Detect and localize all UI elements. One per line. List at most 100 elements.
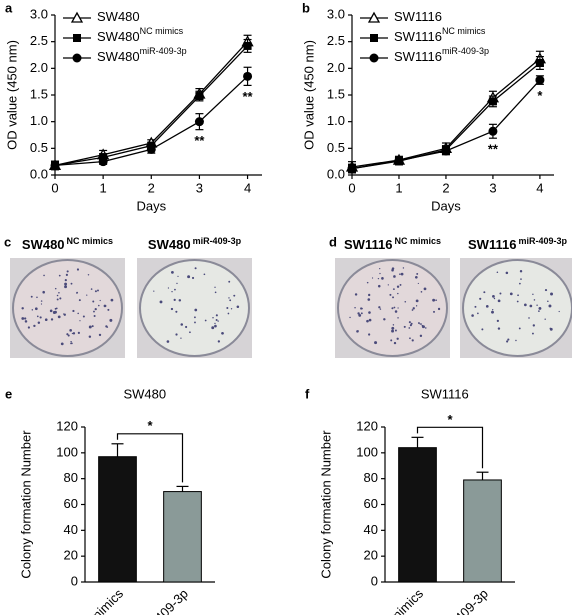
colony — [104, 305, 107, 307]
colony — [31, 309, 34, 311]
colony — [178, 299, 182, 302]
colony — [399, 273, 401, 275]
y-tick-label: 100 — [356, 444, 378, 459]
colony — [33, 324, 36, 328]
colony — [491, 310, 494, 314]
bar — [163, 491, 202, 583]
legend-name: SW480 — [97, 29, 140, 44]
colony — [396, 285, 400, 288]
colony — [379, 268, 381, 270]
colony — [538, 306, 542, 310]
colony — [520, 278, 522, 280]
marker — [347, 164, 357, 174]
x-tick-label: 3 — [489, 180, 496, 195]
colony — [215, 319, 218, 322]
colony — [204, 319, 207, 322]
colony — [408, 321, 411, 324]
colony — [174, 288, 176, 291]
colony — [517, 294, 519, 297]
colony — [417, 322, 420, 324]
marker — [146, 144, 156, 154]
colony — [175, 310, 178, 313]
colony — [403, 325, 406, 328]
y-tick-label: 3.0 — [327, 6, 345, 21]
colony — [185, 325, 188, 329]
colony — [496, 319, 499, 322]
colony — [493, 297, 496, 300]
bar — [463, 479, 502, 583]
colony — [64, 285, 68, 289]
colony — [496, 271, 499, 274]
marker — [195, 92, 204, 101]
colony — [53, 310, 57, 314]
plate-superscript: NC mimics — [67, 236, 114, 246]
colony — [226, 307, 229, 310]
legend-superscript: NC mimics — [140, 26, 184, 36]
y-tick-label: 60 — [64, 496, 78, 511]
colony — [416, 272, 419, 275]
y-tick-label: 2.5 — [327, 33, 345, 48]
significance: * — [447, 412, 453, 427]
chart-title: SW1116 — [421, 386, 469, 401]
significance: * — [537, 88, 543, 103]
colony — [518, 327, 521, 330]
colony — [214, 322, 216, 325]
colony — [153, 290, 155, 292]
colony — [88, 335, 92, 338]
marker — [243, 41, 252, 50]
y-tick-label: 1.0 — [30, 113, 48, 128]
colony — [404, 300, 407, 303]
bar — [398, 447, 437, 583]
colony — [87, 274, 90, 276]
colony — [176, 282, 178, 285]
colony — [410, 322, 413, 325]
colony — [214, 324, 217, 328]
colony — [236, 305, 240, 309]
x-tick-label: 1 — [100, 180, 107, 195]
plate-label: SW1116 miR-409-3p — [468, 236, 567, 252]
colony — [506, 340, 509, 343]
colony — [71, 332, 74, 335]
colony — [415, 305, 418, 307]
colony — [42, 290, 45, 294]
colony — [215, 314, 218, 317]
colony — [396, 337, 399, 340]
colony — [383, 318, 386, 321]
colony — [70, 282, 73, 285]
colony — [94, 307, 97, 311]
colony — [390, 339, 393, 342]
colony — [417, 282, 419, 285]
marker — [194, 117, 204, 127]
x-tick-label: 4 — [244, 180, 251, 195]
colony — [425, 327, 427, 329]
colony — [492, 295, 495, 298]
colony — [159, 300, 163, 304]
colony — [57, 315, 61, 319]
colony — [177, 275, 179, 277]
colony — [479, 297, 482, 300]
colony — [538, 310, 540, 312]
colony — [229, 299, 232, 302]
colony — [171, 271, 174, 274]
panel-letter: a — [5, 0, 13, 15]
colony — [509, 292, 513, 296]
colony — [214, 291, 217, 294]
chart-title: SW480 — [123, 386, 166, 401]
colony — [109, 318, 113, 322]
significance-bracket — [116, 433, 184, 483]
colony — [214, 286, 216, 288]
colony — [79, 320, 81, 322]
plate-name: SW1116 — [468, 237, 516, 252]
y-tick-label: 40 — [364, 522, 378, 537]
colony — [366, 319, 369, 323]
colony — [366, 281, 369, 284]
colony — [354, 293, 358, 296]
y-tick-label: 0.0 — [327, 166, 345, 181]
panel-letter: c — [4, 234, 11, 249]
colony — [471, 314, 474, 317]
colony — [408, 327, 411, 329]
colony — [77, 331, 80, 334]
y-tick-label: 0 — [71, 573, 78, 588]
colony — [99, 299, 101, 302]
colony — [356, 330, 359, 333]
